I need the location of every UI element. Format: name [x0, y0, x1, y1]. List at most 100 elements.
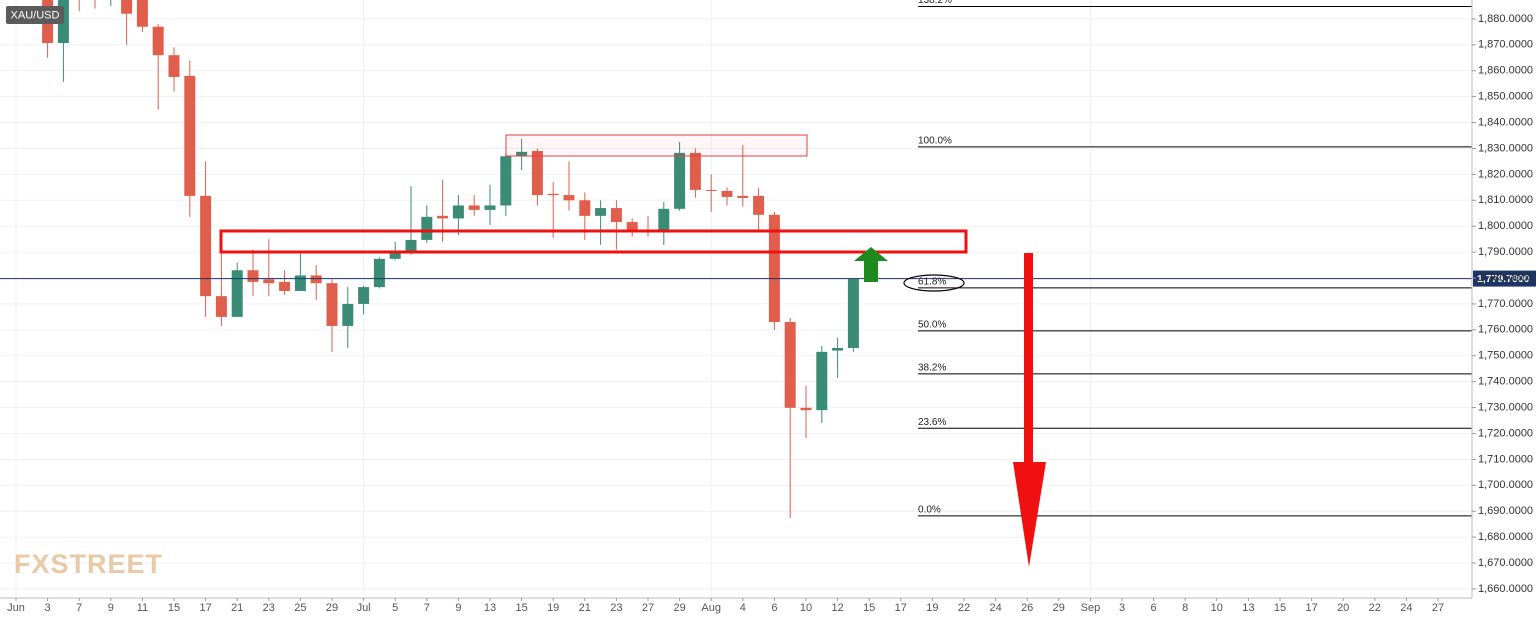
- up-arrow-shaft: [864, 260, 878, 282]
- x-tick-label: 9: [108, 602, 114, 614]
- candle-body: [816, 351, 828, 411]
- x-tick-label: 29: [326, 602, 338, 614]
- candle-body: [705, 189, 717, 191]
- y-tick-label: 1,810.0000: [1478, 194, 1533, 206]
- x-tick-label: 4: [740, 602, 746, 614]
- candle-body: [184, 75, 196, 196]
- x-tick-label: 23: [263, 602, 275, 614]
- candle-body: [784, 322, 796, 408]
- x-tick-label: 17: [895, 602, 907, 614]
- x-tick-label: 24: [1400, 602, 1412, 614]
- candle-body: [832, 347, 844, 351]
- y-tick-label: 1,770.0000: [1478, 298, 1533, 310]
- x-tick-label: 3: [45, 602, 51, 614]
- x-tick-label: 27: [1432, 602, 1444, 614]
- candle-body: [500, 156, 512, 206]
- y-tick-label: 1,830.0000: [1478, 142, 1533, 154]
- x-tick-label: 6: [1151, 602, 1157, 614]
- candle-body: [800, 407, 812, 411]
- up-arrow-head: [854, 247, 888, 261]
- last-price: 1,779.7800: [0, 270, 1536, 287]
- candle-body: [437, 215, 449, 219]
- y-tick-label: 1,840.0000: [1478, 116, 1533, 128]
- candle-body: [405, 239, 417, 253]
- y-tick-label: 1,880.0000: [1478, 13, 1533, 25]
- candle-body: [358, 287, 370, 304]
- x-tick-label: 25: [294, 602, 306, 614]
- y-tick-label: 1,860.0000: [1478, 65, 1533, 77]
- axes: 1,660.0000 1,670.0000 1,680.0000 1,690.0000…: [7, 13, 1533, 614]
- candle-body: [626, 222, 638, 232]
- x-tick-label: 22: [1369, 602, 1381, 614]
- candle-body: [737, 195, 749, 198]
- fib-label: 100.0%: [918, 136, 952, 147]
- candle-body: [310, 275, 322, 284]
- y-tick-label: 1,820.0000: [1478, 168, 1533, 180]
- x-tick-label: 10: [1211, 602, 1223, 614]
- x-tick-label: 23: [610, 602, 622, 614]
- x-tick-label: 24: [989, 602, 1001, 614]
- y-tick-label: 1,850.0000: [1478, 91, 1533, 103]
- y-tick-label: 1,750.0000: [1478, 350, 1533, 362]
- x-tick-label: 29: [673, 602, 685, 614]
- candle-body: [152, 26, 164, 56]
- last-price-box: [1473, 270, 1536, 287]
- candle-body: [215, 296, 227, 317]
- candle-body: [721, 190, 733, 197]
- x-tick-label: Jun: [7, 602, 25, 614]
- candle-body: [452, 205, 464, 219]
- y-tick-label: 1,870.0000: [1478, 39, 1533, 51]
- fib-label: 23.6%: [918, 417, 946, 428]
- candle-body: [421, 216, 433, 240]
- x-tick-label: 15: [168, 602, 180, 614]
- x-tick-label: 19: [547, 602, 559, 614]
- fibonacci: 138.2% 100.0% 61.8% 50.0% 38.2% 23.6% 0.0%: [918, 0, 1472, 517]
- y-tick-label: 1,660.0000: [1478, 583, 1533, 595]
- down-arrow-head: [1013, 462, 1046, 567]
- x-tick-label: Sep: [1081, 602, 1101, 614]
- x-tick-label: 15: [515, 602, 527, 614]
- candles: [42, 0, 875, 518]
- annotations: [219, 134, 1046, 567]
- x-tick-label: Aug: [701, 602, 721, 614]
- y-tick-label: 1,710.0000: [1478, 453, 1533, 465]
- x-tick-label: 15: [863, 602, 875, 614]
- candle-body: [326, 283, 338, 326]
- candle-body: [263, 279, 275, 284]
- x-tick-label: 8: [1182, 602, 1188, 614]
- y-tick-label: 1,700.0000: [1478, 479, 1533, 491]
- candle-body: [168, 55, 180, 77]
- x-tick-label: 27: [642, 602, 654, 614]
- candle-body: [689, 152, 701, 190]
- candle-body: [231, 270, 243, 317]
- y-tick-label: 1,760.0000: [1478, 324, 1533, 336]
- candle-body: [658, 208, 670, 232]
- x-tick-label: 29: [1053, 602, 1065, 614]
- x-tick-label: 21: [231, 602, 243, 614]
- fib-label: 138.2%: [918, 0, 952, 6]
- candle-body: [373, 258, 385, 288]
- candle-body: [531, 151, 543, 196]
- x-tick-label: 21: [579, 602, 591, 614]
- candle-body: [247, 270, 259, 282]
- x-tick-label: 9: [455, 602, 461, 614]
- candle-body: [294, 275, 306, 291]
- y-tick-label: 1,730.0000: [1478, 401, 1533, 413]
- candle-body: [579, 200, 591, 216]
- candle-body: [200, 195, 212, 297]
- fib-label: 50.0%: [918, 320, 946, 331]
- watermark: FXSTREET: [14, 549, 163, 579]
- x-tick-label: 7: [76, 602, 82, 614]
- down-arrow-shaft: [1024, 253, 1033, 463]
- x-tick-label: 26: [1021, 602, 1033, 614]
- y-tick-label: 1,680.0000: [1478, 531, 1533, 543]
- x-tick-label: 15: [1274, 602, 1286, 614]
- x-tick-label: 19: [926, 602, 938, 614]
- x-tick-label: 3: [1119, 602, 1125, 614]
- candle-body: [610, 208, 622, 223]
- y-tick-label: 1,800.0000: [1478, 220, 1533, 232]
- x-tick-label: 22: [958, 602, 970, 614]
- fib-label: 0.0%: [918, 505, 941, 516]
